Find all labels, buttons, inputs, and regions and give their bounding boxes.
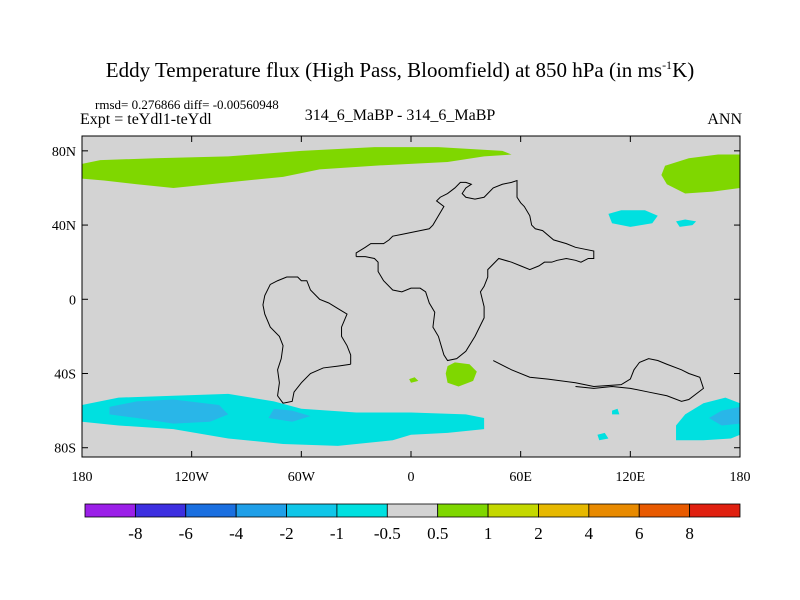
colorbar-label: -4: [229, 524, 244, 543]
colorbar-label: 1: [484, 524, 493, 543]
x-tick-label: 120W: [175, 470, 210, 485]
y-tick-label: 40S: [54, 368, 76, 383]
southeast-negative-core: [708, 406, 740, 426]
y-tick-label: 0: [69, 293, 76, 308]
y-tick-label: 80N: [52, 145, 76, 160]
nh-east-pacific-positive: [661, 154, 740, 194]
colorbar-swatch: [235, 503, 287, 518]
case-label: 314_6_MaBP - 314_6_MaBP: [304, 107, 496, 124]
southern-small-negative: [597, 432, 609, 441]
colorbar-swatch: [638, 503, 691, 518]
colorbar-label: 6: [635, 524, 644, 543]
x-tick-label: 180: [72, 470, 93, 485]
x-tick-label: 60W: [288, 470, 316, 485]
colorbar-label: 4: [585, 524, 594, 543]
y-tick-label: 40N: [52, 219, 76, 234]
colorbar-label: -2: [279, 524, 293, 543]
southern-ocean-negative-core: [109, 399, 229, 424]
x-tick-label: 0: [408, 470, 415, 485]
stats-label: rmsd= 0.276866 diff= -0.00560948: [95, 97, 279, 112]
colorbar-swatch: [84, 503, 136, 518]
colorbar-label: 8: [685, 524, 694, 543]
y-axis: 80N 40N 0 40S 80S: [52, 145, 740, 457]
experiment-label: Expt = teYdl1-teYdl: [80, 111, 212, 128]
southeast-negative-band: [676, 397, 740, 441]
colorbar-swatch: [538, 503, 590, 518]
south-atlantic-tiny-positive: [409, 377, 419, 383]
x-tick-label: 180: [730, 470, 751, 485]
western-continent-outline: [262, 276, 352, 404]
colorbar-swatch: [185, 503, 237, 518]
colorbar-swatch: [437, 503, 489, 518]
colorbar: -8 -6 -4 -2 -1 -0.5 0.5 1 2 4 6 8: [84, 503, 741, 543]
colorbar-swatch: [386, 503, 439, 518]
chart-title: Eddy Temperature flux (High Pass, Bloomf…: [105, 58, 695, 82]
north-pacific-negative: [608, 210, 658, 227]
colorbar-label: -1: [330, 524, 344, 543]
colorbar-label: 0.5: [427, 524, 448, 543]
colorbar-swatch: [286, 503, 338, 518]
southern-ocean-negative-core-2: [268, 408, 311, 422]
colorbar-label: -0.5: [374, 524, 401, 543]
season-label: ANN: [707, 111, 742, 128]
south-atlantic-small-positive: [445, 362, 477, 387]
southern-dots-negative: [612, 408, 620, 415]
center-continent-outline: [355, 179, 595, 362]
y-tick-label: 80S: [54, 442, 76, 457]
colorbar-swatch: [487, 503, 539, 518]
colorbar-label: -8: [128, 524, 142, 543]
colorbar-swatch: [588, 503, 640, 518]
contour-regions: [82, 147, 740, 446]
colorbar-swatch: [134, 503, 187, 518]
land-outlines: [262, 179, 705, 404]
x-axis: 180 120W 60W 0 60E 120E 180: [72, 136, 751, 485]
north-pacific-small-negative: [676, 219, 697, 227]
colorbar-swatch: [689, 503, 741, 518]
eastern-landmass-outline: [493, 358, 705, 402]
x-tick-label: 60E: [509, 470, 532, 485]
x-tick-label: 120E: [616, 470, 646, 485]
colorbar-swatch: [336, 503, 388, 518]
colorbar-label: -6: [179, 524, 193, 543]
colorbar-label: 2: [534, 524, 543, 543]
nh-pacific-atlantic-positive: [82, 147, 512, 188]
